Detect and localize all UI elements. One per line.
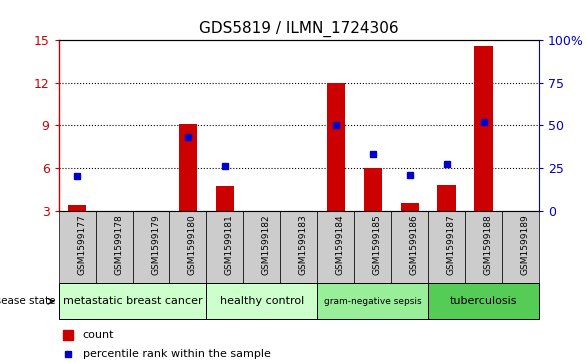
Bar [355,211,391,283]
Bar [326,83,345,211]
Bar [475,46,493,211]
Text: GSM1599189: GSM1599189 [520,214,530,275]
Bar [59,283,206,319]
Text: GSM1599182: GSM1599182 [262,214,271,275]
Bar [400,203,419,211]
Text: GSM1599181: GSM1599181 [225,214,234,275]
Bar [179,124,197,211]
Text: GSM1599187: GSM1599187 [447,214,456,275]
Bar [391,211,428,283]
Bar [169,211,206,283]
Text: count: count [83,330,114,340]
Bar [59,211,96,283]
Text: GSM1599184: GSM1599184 [336,214,345,275]
Text: GSM1599185: GSM1599185 [373,214,382,275]
Text: GSM1599178: GSM1599178 [114,214,123,275]
Text: GSM1599186: GSM1599186 [410,214,419,275]
Bar [318,283,428,319]
Title: GDS5819 / ILMN_1724306: GDS5819 / ILMN_1724306 [199,21,398,37]
Text: metastatic breast cancer: metastatic breast cancer [63,296,202,306]
Bar [428,211,465,283]
Text: GSM1599183: GSM1599183 [299,214,308,275]
Bar [96,211,132,283]
Bar [280,211,318,283]
Text: tuberculosis: tuberculosis [450,296,517,306]
Text: GSM1599179: GSM1599179 [151,214,160,275]
Text: percentile rank within the sample: percentile rank within the sample [83,349,271,359]
Bar [206,211,243,283]
Bar [438,185,456,211]
Bar [318,211,355,283]
Text: GSM1599180: GSM1599180 [188,214,197,275]
Bar [206,283,318,319]
Text: gram-negative sepsis: gram-negative sepsis [324,297,421,306]
Text: GSM1599188: GSM1599188 [483,214,493,275]
Bar [363,168,382,211]
Bar [68,205,86,211]
Text: disease state: disease state [0,296,59,306]
Bar [216,186,234,211]
Text: healthy control: healthy control [220,296,304,306]
Bar [243,211,280,283]
Bar [428,283,539,319]
Bar [465,211,502,283]
Text: GSM1599177: GSM1599177 [77,214,86,275]
Bar [502,211,539,283]
Bar [132,211,169,283]
